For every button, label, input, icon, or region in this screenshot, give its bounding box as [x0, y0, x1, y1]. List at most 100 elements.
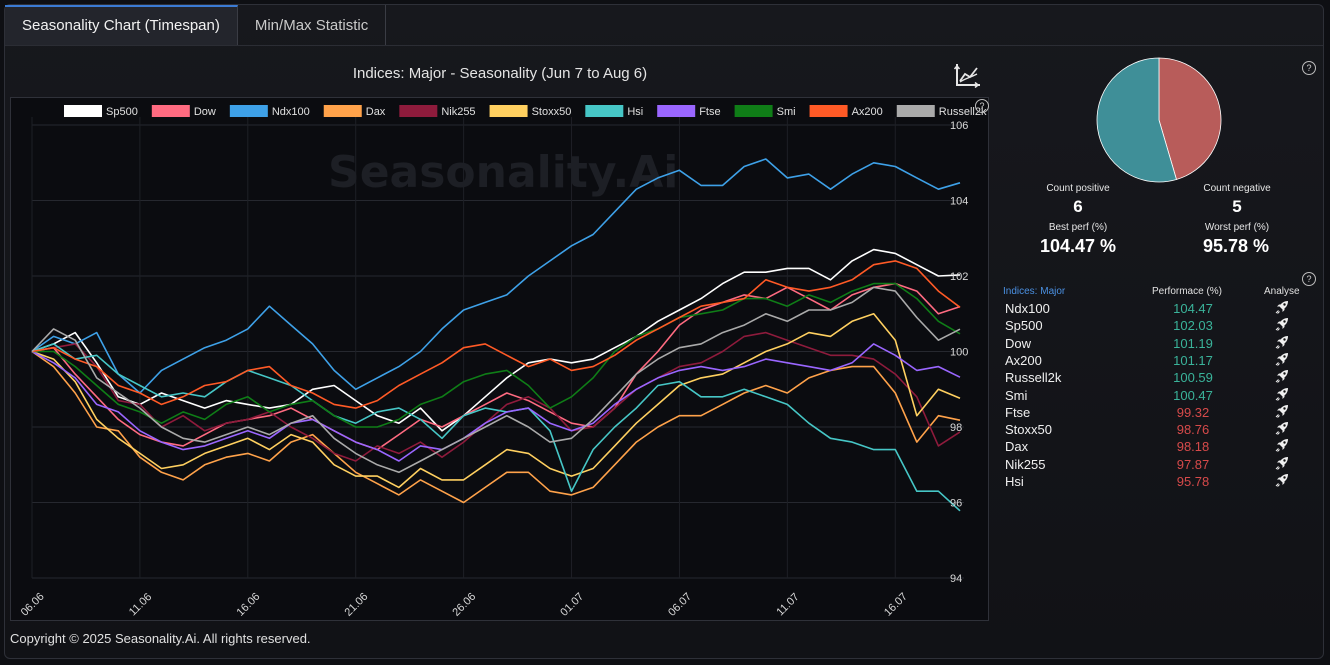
row-performance-value: 100.59 — [1173, 370, 1213, 386]
table-row: Ax200 101.17 — [1003, 352, 1303, 370]
table-help-question-icon[interactable]: ? — [1302, 272, 1316, 286]
count-positive-label: Count positive — [1046, 183, 1110, 194]
analyse-rocket-icon[interactable] — [1275, 335, 1289, 349]
tab-seasonality-chart[interactable]: Seasonality Chart (Timespan) — [5, 5, 238, 45]
x-tick-label: 06.06 — [19, 591, 47, 619]
table-row: Sp500 102.03 — [1003, 318, 1303, 335]
legend-label: Russell2k — [939, 106, 987, 118]
y-tick-label: 98 — [950, 422, 962, 434]
watermark-text: Seasonality.Ai — [328, 147, 678, 198]
pie-slice-positive — [1096, 57, 1177, 183]
series-line-dax — [31, 350, 961, 504]
worst-perf-label: Worst perf (%) — [1204, 222, 1270, 233]
table-row: Dax 98.18 — [1003, 439, 1303, 456]
row-performance-value: 95.78 — [1176, 474, 1210, 489]
analyse-rocket-icon[interactable] — [1275, 473, 1289, 487]
legend-label: Hsi — [627, 106, 643, 118]
y-tick-label: 96 — [950, 498, 962, 510]
row-index-name: Stoxx50 — [1005, 422, 1052, 438]
row-performance-value: 99.32 — [1176, 404, 1210, 420]
best-perf-value: 104.47 % — [1039, 236, 1117, 256]
series-line-nik255 — [31, 331, 961, 462]
analyse-rocket-icon[interactable] — [1275, 404, 1289, 418]
legend-label: Ftse — [699, 106, 720, 118]
chart-panel — [10, 97, 989, 621]
legend-label: Smi — [777, 106, 796, 118]
count-positive-value: 6 — [1073, 197, 1083, 216]
pie-slice-negative — [1158, 57, 1222, 180]
series-line-ndx100 — [31, 158, 961, 394]
legend-label: Dax — [366, 106, 386, 118]
chart-type-icon[interactable] — [954, 62, 982, 88]
table-row: Ndx100 104.47 — [1003, 301, 1303, 318]
legend-label: Ax200 — [852, 106, 883, 118]
copyright-text: Copyright © 2025 Seasonality.Ai. All rig… — [10, 631, 311, 646]
chart-help-question-icon[interactable]: ? — [975, 99, 989, 113]
table-row: Russell2k 100.59 — [1003, 370, 1303, 387]
series-line-russell2k — [31, 286, 961, 474]
row-performance-value: 97.87 — [1176, 456, 1210, 472]
table-row: Nik255 97.87 — [1003, 456, 1303, 474]
y-tick-label: 94 — [950, 573, 962, 585]
x-axis-ticks: 06.06 11.06 16.06 21.06 26.06 01.07 06.07 11.07… — [19, 591, 910, 619]
x-tick-label: 11.06 — [127, 591, 154, 618]
row-index-name: Dow — [1005, 335, 1032, 351]
table-row: Stoxx50 98.76 — [1003, 422, 1303, 439]
row-index-name: Russell2k — [1005, 370, 1062, 386]
count-negative-value: 5 — [1232, 197, 1242, 216]
row-index-name: Sp500 — [1005, 318, 1043, 334]
legend-swatch — [151, 105, 190, 117]
analyse-rocket-icon[interactable] — [1275, 456, 1289, 470]
series-line-ax200 — [31, 260, 961, 409]
legend-swatch — [657, 105, 696, 117]
series-line-stoxx50 — [31, 313, 961, 489]
row-performance-value: 102.03 — [1173, 318, 1213, 334]
grid-layer — [31, 117, 964, 579]
legend-swatch — [64, 105, 102, 117]
row-performance-value: 98.18 — [1176, 439, 1210, 455]
tab-minmax-statistic[interactable]: Min/Max Statistic — [238, 5, 387, 45]
analyse-rocket-icon[interactable] — [1275, 438, 1289, 453]
series-line-hsi — [31, 343, 961, 512]
row-index-name: Dax — [1005, 439, 1029, 455]
legend-swatch — [323, 105, 362, 117]
row-index-name: Smi — [1005, 387, 1028, 403]
table-row: Dow 101.19 — [1003, 335, 1303, 353]
row-index-name: Ndx100 — [1005, 301, 1050, 316]
series-line-sp500 — [31, 248, 961, 432]
chart-title: Indices: Major - Seasonality (Jun 7 to A… — [352, 65, 648, 82]
legend-label: Stoxx50 — [532, 106, 572, 118]
analyse-rocket-icon[interactable] — [1275, 300, 1289, 314]
legend-swatch — [585, 105, 624, 117]
analyse-rocket-icon[interactable] — [1275, 369, 1289, 384]
tabs-divider — [5, 45, 1323, 46]
y-tick-label: 102 — [950, 271, 968, 283]
positive-negative-pie-chart — [1096, 57, 1222, 183]
y-axis-ticks: 94 96 98 100 102 104 106 — [950, 120, 968, 585]
count-negative-label: Count negative — [1203, 183, 1271, 194]
analyse-rocket-icon[interactable] — [1275, 421, 1289, 435]
legend-swatch — [399, 105, 438, 117]
x-tick-label: 26.06 — [450, 591, 478, 619]
stats-help-question-icon[interactable]: ? — [1302, 61, 1316, 75]
analyse-rocket-icon[interactable] — [1275, 317, 1289, 332]
table-group-label: Indices: Major — [1003, 286, 1066, 297]
tab-bar: Seasonality Chart (Timespan) Min/Max Sta… — [5, 5, 387, 45]
table-row: Smi 100.47 — [1003, 387, 1303, 405]
series-line-ftse — [31, 343, 961, 462]
seasonality-line-chart[interactable]: Seasonality.Ai 94 96 98 100 102 104 106 06.06 1… — [10, 97, 989, 621]
legend-label: Nik255 — [441, 106, 475, 118]
legend-swatch — [489, 105, 528, 117]
legend-swatch — [896, 105, 935, 117]
legend-label: Ndx100 — [272, 106, 310, 118]
analyse-rocket-icon[interactable] — [1275, 352, 1289, 366]
row-performance-value: 101.19 — [1173, 335, 1213, 351]
legend-label: Dow — [194, 106, 216, 118]
legend-swatch — [734, 105, 773, 117]
x-tick-label: 06.07 — [666, 591, 694, 619]
table-row: Ftse 99.32 — [1003, 404, 1303, 422]
row-index-name: Nik255 — [1005, 456, 1046, 472]
table-row: Hsi 95.78 — [1003, 474, 1303, 491]
analyse-rocket-icon[interactable] — [1275, 387, 1289, 401]
legend-swatch — [229, 105, 268, 117]
